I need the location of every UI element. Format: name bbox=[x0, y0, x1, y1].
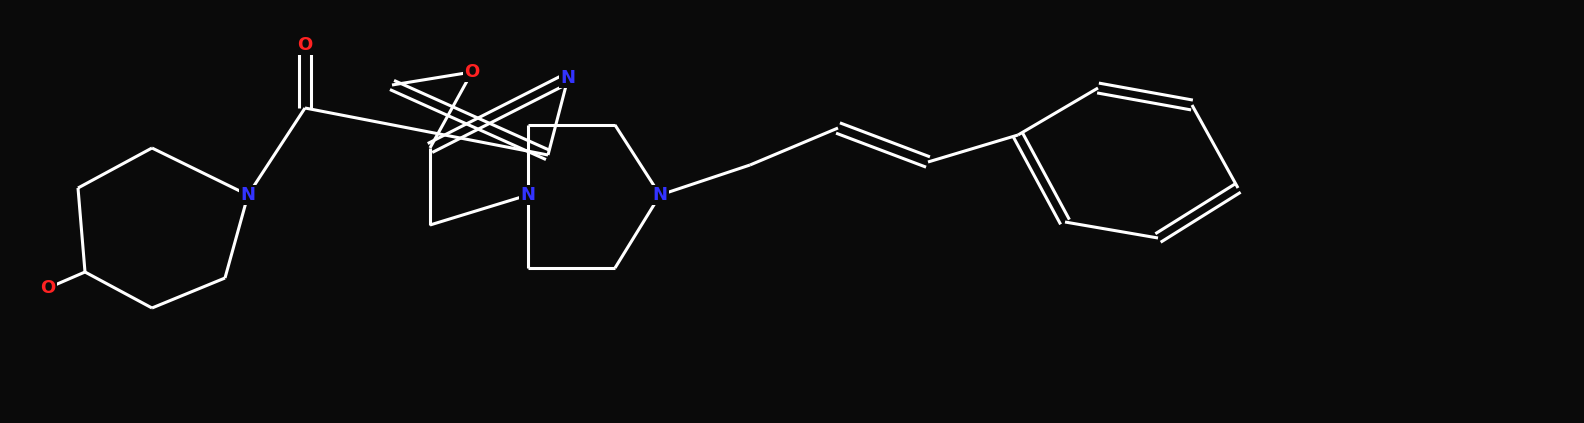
Text: O: O bbox=[464, 63, 480, 81]
Text: N: N bbox=[653, 186, 667, 204]
Text: O: O bbox=[298, 36, 312, 54]
Text: N: N bbox=[521, 186, 535, 204]
Text: N: N bbox=[241, 186, 255, 204]
Text: O: O bbox=[40, 279, 55, 297]
Text: N: N bbox=[561, 69, 575, 87]
